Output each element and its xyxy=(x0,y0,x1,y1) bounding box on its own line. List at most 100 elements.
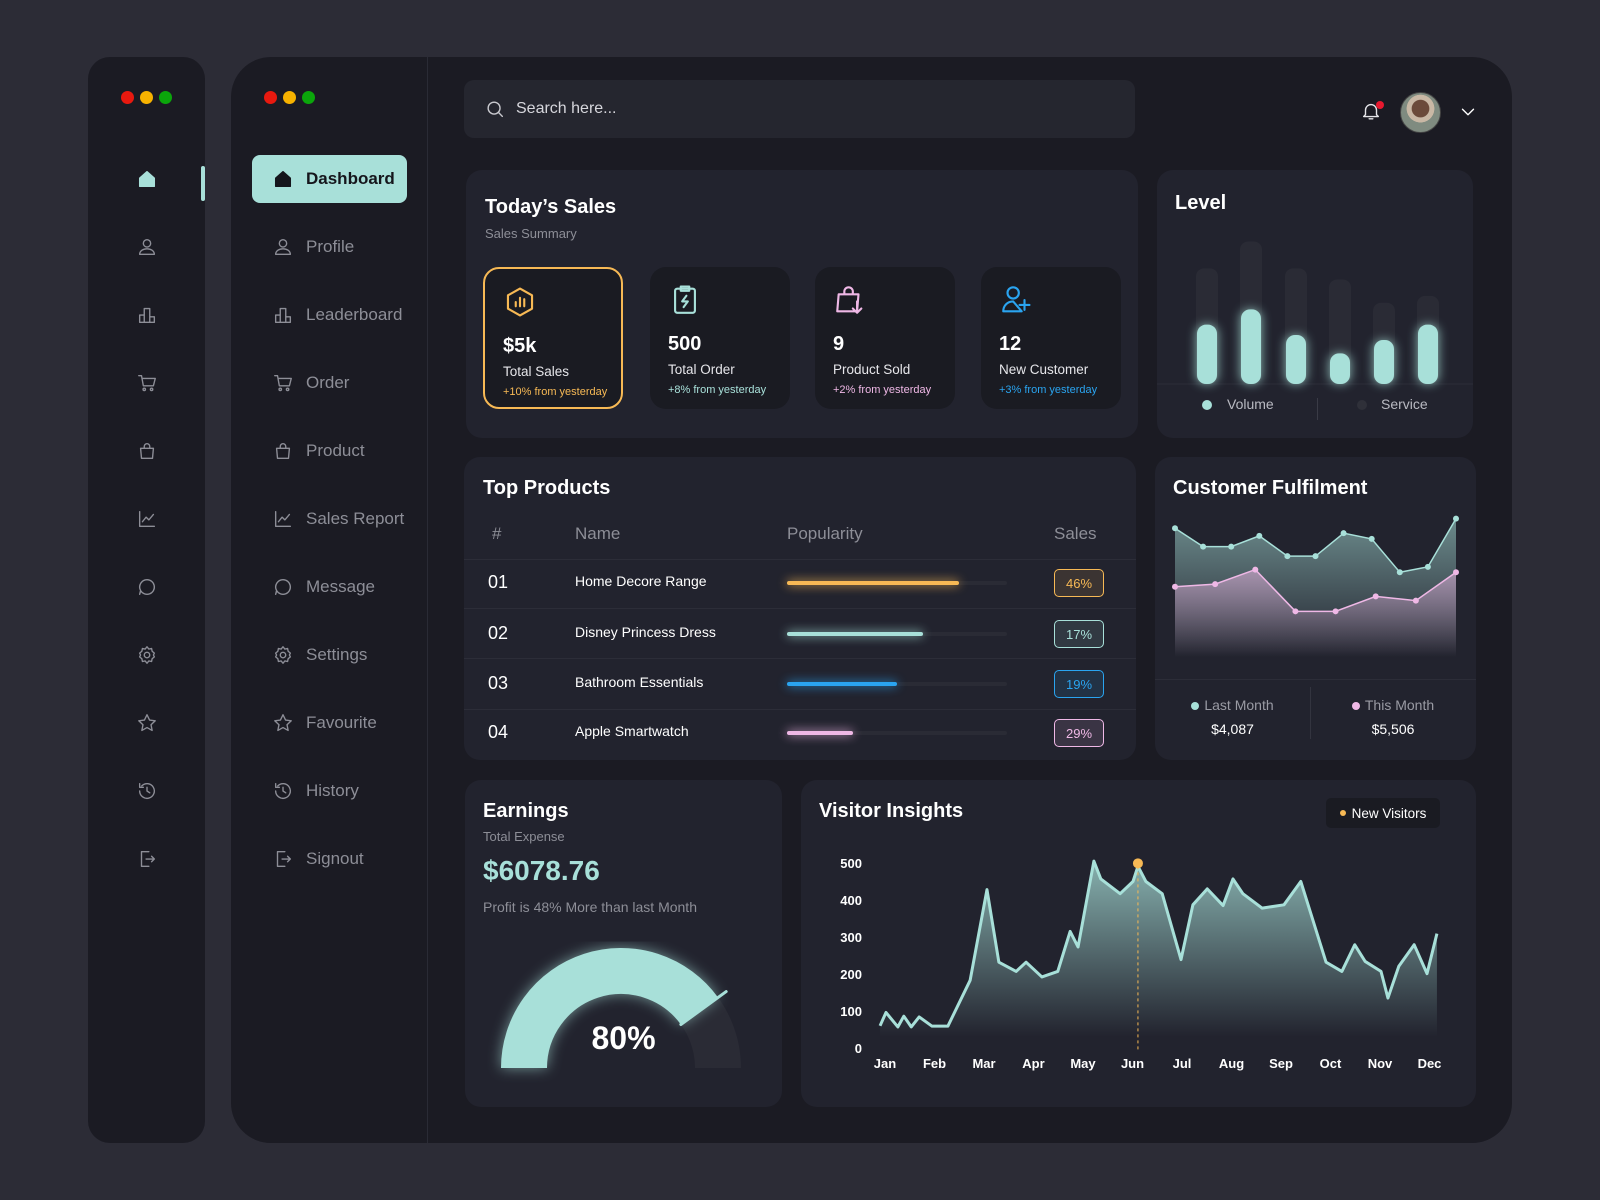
signout-icon xyxy=(272,848,294,870)
row-rank: 01 xyxy=(488,572,509,592)
sidebar-item-label: Product xyxy=(306,441,365,460)
row-rank: 04 xyxy=(488,722,509,742)
sidebar-item-dashboard[interactable]: Dashboard xyxy=(252,155,407,203)
gear-icon[interactable] xyxy=(136,644,158,666)
sidebar-item-profile[interactable]: Profile xyxy=(252,223,407,271)
stat-value: 500 xyxy=(668,333,702,355)
popularity-fill xyxy=(787,731,853,735)
new-visitors-legend[interactable]: New Visitors xyxy=(1326,798,1440,828)
sales-badge: 19% xyxy=(1054,670,1104,698)
minimize-dot[interactable] xyxy=(283,91,296,104)
chart-line-icon[interactable] xyxy=(136,508,158,530)
stat-label: Total Sales xyxy=(503,364,570,379)
stat-label: New Customer xyxy=(999,362,1089,377)
fulfilment-line-this-month xyxy=(1174,568,1457,613)
top-products-title: Top Products xyxy=(483,477,611,499)
sidebar-item-sales-report[interactable]: Sales Report xyxy=(252,495,407,543)
popularity-fill xyxy=(787,581,959,585)
stat-change: +8% from yesterday xyxy=(668,384,767,396)
earnings-card: Earnings Total Expense $6078.76 Profit i… xyxy=(465,780,782,1107)
legend-label: New Visitors xyxy=(1351,805,1427,821)
sales-badge: 29% xyxy=(1054,719,1104,747)
window-controls xyxy=(264,91,321,109)
maximize-dot[interactable] xyxy=(159,91,172,104)
level-card: Level Volume Service xyxy=(1157,170,1473,438)
customer-fulfilment-card: Customer Fulfilment Last Month $4,087 Th… xyxy=(1155,457,1476,760)
avatar[interactable] xyxy=(1400,92,1441,133)
maximize-dot[interactable] xyxy=(302,91,315,104)
bag-icon xyxy=(272,440,294,462)
sidebar-item-label: Settings xyxy=(306,645,368,664)
last-month-dot xyxy=(1191,702,1200,710)
search-bar[interactable] xyxy=(464,80,1135,138)
gear-icon xyxy=(272,644,294,666)
fulfilment-point xyxy=(1212,581,1219,588)
popularity-track xyxy=(787,632,1007,636)
sidebar-item-signout[interactable]: Signout xyxy=(252,835,407,883)
user-icon xyxy=(272,236,294,258)
home-icon[interactable] xyxy=(136,168,158,190)
y-tick-label: 400 xyxy=(840,893,862,908)
history-icon[interactable] xyxy=(136,780,158,802)
sidebar-item-label: Order xyxy=(306,373,350,392)
x-tick-label: Dec xyxy=(1418,1056,1442,1071)
volume-bar xyxy=(1241,309,1261,384)
stat-card-total-order[interactable]: 500 Total Order +8% from yesterday xyxy=(650,267,790,409)
bell-icon[interactable] xyxy=(1360,100,1382,122)
volume-bar xyxy=(1330,353,1350,384)
x-tick-label: Oct xyxy=(1320,1056,1342,1071)
fulfilment-point xyxy=(1453,569,1459,576)
col-name: Name xyxy=(575,524,621,543)
fulfilment-point xyxy=(1368,535,1375,542)
signout-icon[interactable] xyxy=(136,848,158,870)
stat-card-product-sold[interactable]: 9 Product Sold +2% from yesterday xyxy=(815,267,955,409)
legend-service-dot xyxy=(1357,400,1367,410)
highlight-point xyxy=(1132,858,1143,869)
fulfilment-point xyxy=(1396,569,1403,576)
sidebar-item-leaderboard[interactable]: Leaderboard xyxy=(252,291,407,339)
sidebar-divider xyxy=(427,57,428,1143)
row-rank: 02 xyxy=(488,623,509,643)
x-tick-label: Feb xyxy=(923,1056,946,1071)
row-name: Home Decore Range xyxy=(575,573,707,589)
bag-icon[interactable] xyxy=(136,440,158,462)
this-month-value: $5,506 xyxy=(1371,721,1415,737)
sidebar-item-product[interactable]: Product xyxy=(252,427,407,475)
home-icon xyxy=(272,168,294,190)
minimize-dot[interactable] xyxy=(140,91,153,104)
row-divider xyxy=(464,709,1136,710)
bars-icon[interactable] xyxy=(136,304,158,326)
sidebar-item-history[interactable]: History xyxy=(252,767,407,815)
stat-card-total-sales[interactable]: $5k Total Sales +10% from yesterday xyxy=(483,267,623,409)
chat-icon[interactable] xyxy=(136,576,158,598)
chart-line-icon xyxy=(272,508,294,530)
hexagon-chart-icon xyxy=(503,285,537,319)
level-chart xyxy=(1157,241,1473,385)
sidebar-item-favourite[interactable]: Favourite xyxy=(252,699,407,747)
close-dot[interactable] xyxy=(121,91,134,104)
star-icon[interactable] xyxy=(136,712,158,734)
stat-card-new-customer[interactable]: 12 New Customer +3% from yesterday xyxy=(981,267,1121,409)
stat-value: 12 xyxy=(999,333,1022,355)
chevron-down-icon[interactable] xyxy=(1457,101,1479,123)
x-tick-label: Aug xyxy=(1219,1056,1244,1071)
y-tick-label: 500 xyxy=(840,856,862,871)
sidebar-item-order[interactable]: Order xyxy=(252,359,407,407)
fulfilment-area-this-month xyxy=(1175,569,1456,657)
close-dot[interactable] xyxy=(264,91,277,104)
user-icon[interactable] xyxy=(136,236,158,258)
cart-icon[interactable] xyxy=(136,372,158,394)
search-input[interactable] xyxy=(516,100,1096,118)
col-sales: Sales xyxy=(1054,524,1097,543)
star-icon xyxy=(272,712,294,734)
stat-label: Total Order xyxy=(668,362,735,377)
user-plus-icon xyxy=(999,283,1033,317)
this-month-dot xyxy=(1351,702,1360,710)
sidebar-item-settings[interactable]: Settings xyxy=(252,631,407,679)
legend-volume: Volume xyxy=(1227,396,1274,412)
fulfilment-point xyxy=(1453,515,1459,522)
sales-badge: 17% xyxy=(1054,620,1104,648)
sidebar-item-message[interactable]: Message xyxy=(252,563,407,611)
x-tick-label: Sep xyxy=(1269,1056,1293,1071)
row-divider xyxy=(464,658,1136,659)
